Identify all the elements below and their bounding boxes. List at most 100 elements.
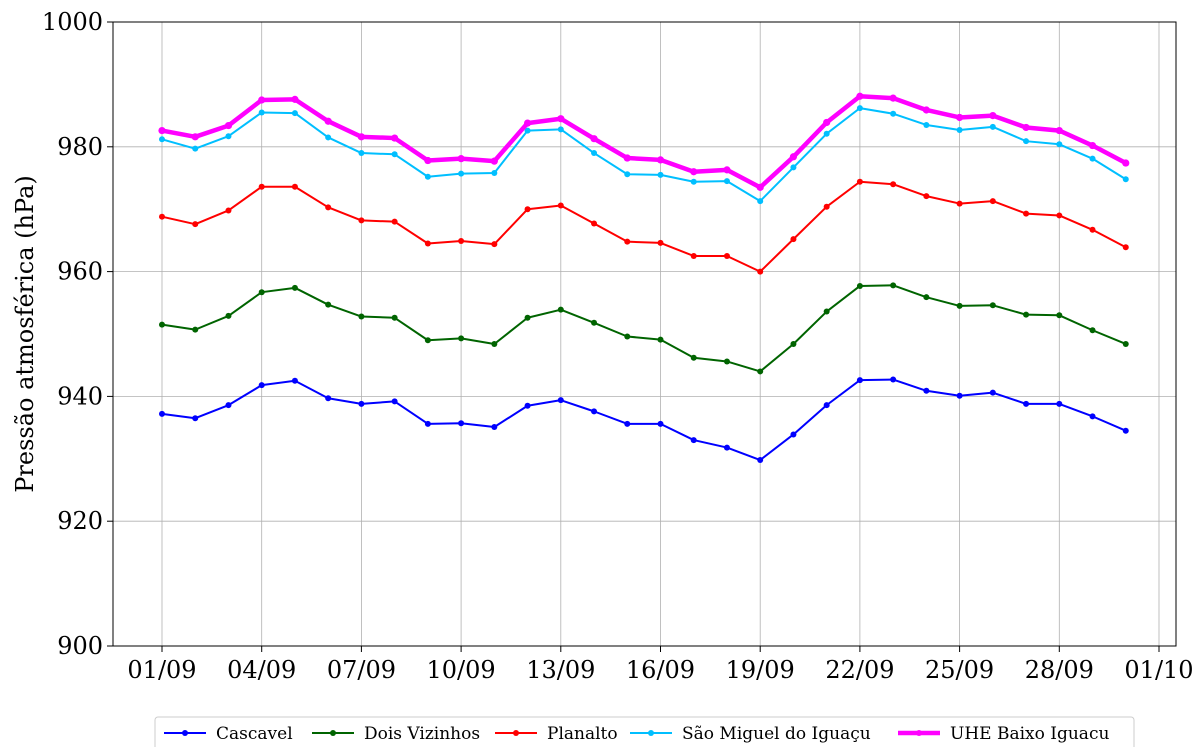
legend-item: Planalto [495,724,618,744]
data-point [922,106,930,114]
legend-marker [513,730,519,736]
data-point [1089,327,1096,334]
data-point [1089,226,1096,233]
data-point [325,395,332,402]
data-point [956,126,963,133]
data-point [391,218,398,225]
legend-label: São Miguel do Iguaçu [682,724,871,744]
data-point [424,173,431,180]
data-point [923,387,930,394]
plot-frame [112,21,1177,647]
data-point [391,398,398,405]
data-point [690,437,697,444]
legend-item: Dois Vizinhos [312,724,480,744]
data-point [357,133,365,141]
data-point [656,156,665,164]
data-point [557,126,564,133]
x-tick-label: 01/10 [1124,656,1193,684]
data-point [458,170,465,177]
data-point [989,123,996,130]
data-point [291,183,298,190]
data-point [158,126,166,135]
data-point [723,178,730,185]
data-point [889,94,897,102]
grid [113,21,1176,647]
data-point [856,178,863,185]
legend-label: UHE Baixo Iguacu [950,724,1109,744]
data-point [823,402,830,409]
data-point [757,198,764,205]
data-point [391,314,398,321]
data-point [757,268,764,275]
x-tick-label: 04/09 [227,656,296,684]
series-line [161,284,1127,373]
data-point [358,150,365,157]
data-point [590,135,598,143]
data-point [258,183,265,190]
data-point [591,319,598,326]
data-point [325,134,332,141]
data-point [324,117,332,125]
data-point [923,294,930,301]
data-point [624,238,631,245]
data-point [159,410,165,417]
data-point [458,238,465,245]
data-point [458,335,465,342]
data-point [856,377,863,384]
y-tick-label: 960 [57,258,103,286]
data-point [624,420,631,427]
y-axis-title: Pressão atmosférica (hPa) [11,175,39,493]
data-point [790,164,797,171]
data-point [557,306,564,313]
data-point [690,354,697,361]
data-point [1122,176,1129,183]
x-tick-label: 25/09 [925,656,994,684]
data-point [690,168,698,176]
series-line [161,180,1127,273]
data-point [890,282,897,289]
series-line [161,107,1127,203]
legend-marker [648,730,654,736]
data-point [258,382,265,389]
data-point [291,95,299,103]
data-point [989,198,996,205]
series-line [161,378,1127,462]
data-point [1088,141,1097,150]
data-point [291,284,298,291]
data-point [1089,413,1096,420]
data-point [258,96,266,104]
data-point [524,206,531,213]
data-point [856,105,863,112]
data-point [823,118,831,127]
data-point [192,415,199,422]
data-point [890,376,897,383]
series-sao-miguel-do-iguacu [159,105,1129,205]
legend-item: São Miguel do Iguaçu [630,724,871,744]
x-tick-label: 13/09 [526,656,595,684]
data-point [291,377,298,384]
data-point [989,389,996,396]
data-point [956,392,963,399]
series-cascavel [159,376,1129,464]
series-line [161,94,1127,190]
data-point [524,127,531,134]
data-point [159,136,165,143]
legend-item: UHE Baixo Iguacu [898,724,1109,744]
data-point [757,457,764,464]
legend-label: Cascavel [216,724,293,744]
data-point [790,340,797,347]
data-point [192,221,199,228]
data-point [823,308,830,315]
data-point [1055,126,1063,135]
legend-label: Dois Vizinhos [364,724,480,744]
data-point [192,326,199,333]
x-tick-label: 19/09 [726,656,795,684]
data-point [789,153,798,161]
series-dois-vizinhos [159,282,1129,375]
data-point [856,282,863,289]
data-point [225,207,232,214]
series-uhe-baixo-iguacu [158,92,1130,191]
data-point [258,109,265,116]
data-point [523,119,532,127]
